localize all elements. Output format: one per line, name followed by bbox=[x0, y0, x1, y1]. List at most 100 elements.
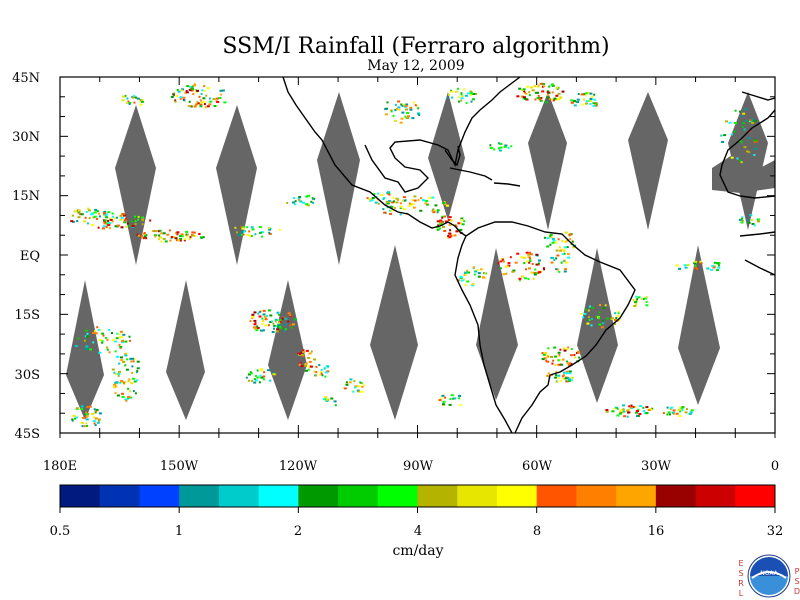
swath-gap bbox=[370, 245, 418, 420]
lat-label: 15S bbox=[15, 308, 40, 323]
rain-pixel bbox=[636, 414, 638, 417]
coastline-africa bbox=[739, 231, 776, 237]
rain-pixel bbox=[291, 201, 295, 204]
rain-pixel bbox=[83, 220, 87, 223]
rain-pixel bbox=[564, 231, 568, 234]
rain-pixel bbox=[549, 236, 553, 239]
rain-pixel bbox=[557, 238, 560, 241]
rain-pixel bbox=[262, 309, 266, 312]
rain-pixel bbox=[88, 217, 91, 220]
rain-pixel bbox=[85, 329, 88, 332]
rain-pixel bbox=[199, 103, 203, 106]
colorbar-cell bbox=[298, 485, 339, 507]
rain-pixel bbox=[149, 219, 152, 222]
rain-pixel bbox=[619, 411, 623, 413]
rain-pixel bbox=[403, 199, 406, 202]
rain-pixel bbox=[273, 327, 275, 330]
rain-pixel bbox=[563, 371, 565, 374]
rain-pixel bbox=[557, 374, 561, 377]
rain-pixel bbox=[546, 360, 550, 363]
rain-pixel bbox=[96, 210, 99, 213]
rain-pixel bbox=[545, 359, 548, 362]
rain-pixel bbox=[527, 253, 531, 256]
rain-pixel bbox=[253, 319, 257, 322]
rain-pixel bbox=[518, 277, 522, 280]
rain-pixel bbox=[241, 227, 245, 230]
rain-pixel bbox=[345, 381, 348, 384]
colorbar-cell bbox=[496, 485, 538, 507]
swath-gap bbox=[628, 92, 668, 230]
rain-pixel bbox=[97, 212, 100, 215]
rain-pixel bbox=[104, 213, 108, 216]
rain-pixel bbox=[440, 397, 443, 400]
rain-pixel bbox=[577, 93, 580, 95]
rain-pixel bbox=[670, 406, 674, 409]
rain-pixel bbox=[633, 305, 637, 307]
rain-pixel bbox=[530, 86, 534, 89]
rain-pixel bbox=[461, 95, 464, 98]
noaa-seal-sky bbox=[750, 557, 788, 576]
rain-pixel bbox=[460, 99, 463, 102]
rain-pixel bbox=[395, 197, 398, 200]
rain-pixel bbox=[184, 91, 187, 94]
rain-pixel bbox=[470, 92, 474, 95]
rain-pixel bbox=[550, 356, 553, 358]
rain-pixel bbox=[98, 338, 102, 341]
colorbar-cell bbox=[735, 485, 776, 507]
rain-pixel bbox=[522, 97, 525, 100]
rain-pixel bbox=[459, 275, 463, 278]
rain-pixel bbox=[96, 218, 99, 220]
rain-pixel bbox=[569, 238, 572, 241]
colorbar: 0.5 1 2 4 8 16 32 cm/day bbox=[50, 484, 783, 559]
rain-pixel bbox=[428, 196, 432, 199]
rain-pixel bbox=[115, 385, 118, 388]
rain-pixel bbox=[559, 249, 562, 252]
rain-pixel bbox=[565, 380, 569, 383]
colorbar-tick-label: 8 bbox=[533, 524, 541, 539]
rain-pixel bbox=[458, 394, 461, 397]
latitude-axis: 45N 30N 15N EQ 15S 30S 45S bbox=[12, 71, 40, 442]
rain-pixel bbox=[389, 212, 392, 215]
rain-pixel bbox=[533, 273, 537, 276]
rain-pixel bbox=[529, 259, 532, 262]
rain-pixel bbox=[563, 246, 567, 249]
rain-pixel bbox=[268, 231, 271, 234]
rain-pixel bbox=[518, 279, 521, 282]
rain-pixel bbox=[203, 85, 206, 87]
rain-pixel bbox=[547, 355, 550, 358]
rain-pixel bbox=[255, 374, 257, 377]
rain-pixel bbox=[158, 238, 160, 241]
rain-pixel bbox=[269, 379, 272, 382]
rain-pixel bbox=[95, 410, 98, 413]
rain-pixel bbox=[436, 220, 440, 223]
rain-pixel bbox=[441, 226, 445, 228]
rain-pixel bbox=[662, 412, 665, 415]
rain-pixel bbox=[552, 239, 556, 242]
rain-pixel bbox=[141, 223, 144, 226]
rain-pixel bbox=[113, 371, 116, 374]
rain-pixel bbox=[460, 97, 464, 100]
rain-pixel bbox=[179, 239, 182, 242]
colorbar-cell bbox=[139, 485, 180, 507]
rain-pixel bbox=[215, 97, 219, 100]
rain-pixel bbox=[446, 204, 449, 207]
rain-pixel bbox=[360, 382, 363, 384]
rain-pixel bbox=[189, 236, 192, 239]
rain-pixel bbox=[528, 91, 531, 94]
rain-pixel bbox=[136, 370, 139, 373]
rain-pixel bbox=[562, 374, 565, 377]
rain-pixel bbox=[757, 220, 760, 223]
rain-pixel bbox=[699, 260, 702, 263]
coastline-africa bbox=[719, 109, 776, 199]
rain-pixel bbox=[409, 106, 413, 109]
rain-pixel bbox=[153, 234, 157, 237]
rain-pixel bbox=[154, 235, 157, 238]
rain-pixel bbox=[700, 262, 703, 265]
rain-pixel bbox=[139, 99, 142, 102]
rain-pixel bbox=[741, 125, 744, 128]
rain-pixel bbox=[283, 329, 286, 332]
rain-pixel bbox=[573, 100, 577, 103]
rain-pixel bbox=[669, 407, 672, 410]
rain-pixel bbox=[499, 260, 503, 263]
rain-pixel bbox=[202, 100, 206, 103]
